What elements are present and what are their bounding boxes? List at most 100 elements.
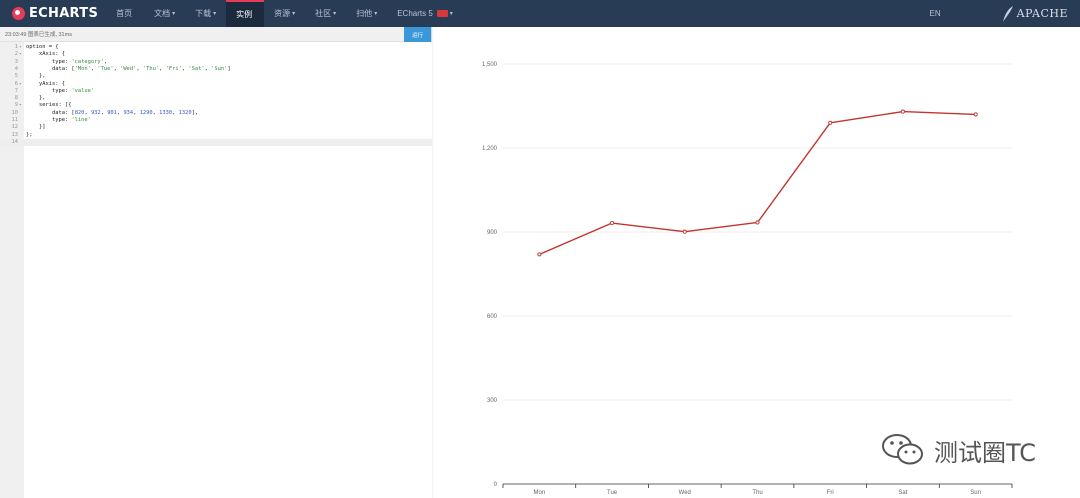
code-text: option = { bbox=[26, 44, 59, 50]
echarts-logo-icon bbox=[12, 7, 25, 20]
flag-icon bbox=[436, 10, 448, 17]
nav-item-more[interactable]: 扫他 ▾ bbox=[356, 9, 378, 18]
fold-toggle-icon[interactable]: ▾ bbox=[19, 52, 22, 58]
chevron-down-icon: ▾ bbox=[292, 11, 296, 17]
fold-toggle-icon[interactable]: ▾ bbox=[19, 81, 22, 87]
status-text: 23:03:49 图表已生成, 31ms bbox=[5, 32, 72, 38]
line-number: 10 bbox=[11, 109, 19, 116]
fold-toggle-icon[interactable]: ▾ bbox=[19, 45, 22, 50]
chevron-down-icon: ▾ bbox=[374, 11, 378, 17]
x-tick-label: Sun bbox=[970, 490, 981, 496]
nav-item-community[interactable]: 社区 ▾ bbox=[315, 9, 337, 18]
x-tick-label: Mon bbox=[534, 490, 546, 496]
code-line[interactable]: 7 type: 'value' bbox=[0, 88, 432, 95]
code-text: yAxis: { bbox=[26, 80, 65, 87]
nav-item-home[interactable]: 首页 bbox=[116, 9, 133, 18]
line-number: 14 bbox=[11, 138, 19, 145]
line-number: 3 bbox=[14, 58, 18, 65]
y-tick-label: 1,500 bbox=[482, 62, 498, 68]
echarts-logo[interactable]: ECHARTS bbox=[12, 0, 98, 27]
chevron-down-icon: ▾ bbox=[333, 11, 337, 17]
line-number: 2 bbox=[14, 51, 18, 58]
code-line[interactable]: 5 }, bbox=[0, 73, 432, 80]
code-text: data: [820, 932, 901, 934, 1290, 1330, 1… bbox=[26, 109, 199, 116]
chart-panel: 0 300 600 900 1,200 1,500 Mon Tue Wed Thu Fri Sat Su… bbox=[433, 27, 1080, 498]
nav-item-download[interactable]: 下载 ▾ bbox=[195, 9, 217, 18]
code-line[interactable]: 13}; bbox=[0, 132, 432, 139]
line-number: 5 bbox=[14, 73, 18, 80]
line-number: 9 bbox=[14, 102, 18, 109]
code-line[interactable]: 9 ▾ series: [{ bbox=[0, 102, 432, 109]
code-text: }, bbox=[26, 73, 46, 80]
code-line[interactable]: 2 ▾ xAxis: { bbox=[0, 51, 432, 58]
fold-toggle-icon[interactable]: ▾ bbox=[19, 103, 22, 109]
top-navbar: ECHARTS 首页 文档 ▾ 下载 ▾ 实例 资源 ▾ 社区 ▾ 扫他 ▾ EChart… bbox=[0, 0, 1080, 27]
code-text: }, bbox=[26, 95, 46, 102]
apache-logo[interactable]: APACHE bbox=[1001, 5, 1068, 23]
code-text: }; bbox=[26, 131, 33, 138]
chevron-down-icon: ▾ bbox=[449, 11, 453, 17]
code-text: xAxis: { bbox=[26, 51, 65, 58]
code-text: type: 'category', bbox=[26, 58, 108, 65]
y-tick-label: 300 bbox=[487, 398, 498, 404]
line-number: 6 bbox=[14, 80, 18, 87]
apache-feather-icon bbox=[1002, 5, 1013, 22]
code-line[interactable]: 6 ▾ yAxis: { bbox=[0, 81, 432, 88]
code-line[interactable]: 11 type: 'line' bbox=[0, 117, 432, 124]
y-tick-label: 900 bbox=[487, 230, 498, 236]
chevron-down-icon: ▾ bbox=[213, 11, 217, 17]
series-line bbox=[539, 110, 976, 256]
watermark: 测试圈TC bbox=[880, 432, 1036, 468]
line-number: 11 bbox=[11, 117, 19, 123]
line-number: 4 bbox=[14, 65, 18, 72]
code-editor-panel: 23:03:49 图表已生成, 31ms 运行 1 ▾ option = {2 ▾ x… bbox=[0, 27, 432, 498]
line-number: 7 bbox=[14, 87, 18, 94]
editor-status-bar: 23:03:49 图表已生成, 31ms 运行 bbox=[0, 27, 431, 42]
code-text: type: 'value' bbox=[26, 87, 95, 94]
x-tick-label: Thu bbox=[752, 490, 762, 496]
nav-right: EN APACHE bbox=[930, 0, 1080, 27]
code-line[interactable]: 3 type: 'category', bbox=[0, 59, 432, 66]
code-text: series: [{ bbox=[26, 102, 72, 109]
line-chart: 0 300 600 900 1,200 1,500 Mon Tue Wed Thu Fri Sat Su… bbox=[482, 62, 1013, 496]
x-tick-label: Fri bbox=[827, 490, 834, 496]
code-line[interactable]: 12 }] bbox=[0, 124, 432, 131]
chevron-down-icon: ▾ bbox=[172, 11, 176, 17]
data-point bbox=[537, 252, 542, 257]
x-tick-label: Sat bbox=[898, 490, 907, 496]
code-text: data: ['Mon', 'Tue', 'Wed', 'Thu', 'Fri'… bbox=[26, 65, 231, 72]
nav-item-version[interactable]: ECharts 5 ▾ bbox=[397, 9, 453, 18]
data-point bbox=[682, 229, 687, 234]
nav-item-resources[interactable]: 资源 ▾ bbox=[274, 9, 296, 18]
line-number: 12 bbox=[11, 124, 19, 131]
code-line[interactable]: 10 data: [820, 932, 901, 934, 1290, 1330… bbox=[0, 110, 432, 117]
run-button[interactable]: 运行 bbox=[404, 27, 431, 42]
x-tick-label: Wed bbox=[679, 490, 691, 496]
logo-text: ECHARTS bbox=[29, 6, 99, 21]
code-line[interactable]: 14 bbox=[0, 138, 432, 147]
language-switch[interactable]: EN bbox=[929, 9, 941, 18]
code-text: type: 'line' bbox=[26, 117, 91, 123]
wechat-icon bbox=[882, 434, 923, 465]
nav-item-docs[interactable]: 文档 ▾ bbox=[154, 9, 176, 18]
y-tick-label: 600 bbox=[487, 314, 498, 320]
code-line[interactable]: 1 ▾ option = { bbox=[0, 44, 432, 51]
apache-text: APACHE bbox=[1016, 7, 1068, 20]
line-number: 1 bbox=[14, 44, 18, 50]
code-line[interactable]: 8 }, bbox=[0, 95, 432, 102]
watermark-text: 测试圈TC bbox=[934, 438, 1037, 467]
code-area[interactable] bbox=[24, 42, 432, 498]
code-text: }] bbox=[26, 124, 46, 131]
data-point bbox=[900, 109, 905, 114]
code-editor[interactable]: 1 ▾ option = {2 ▾ xAxis: {3 type: 'category… bbox=[0, 42, 432, 498]
code-line[interactable]: 4 data: ['Mon', 'Tue', 'Wed', 'Thu', 'Fr… bbox=[0, 66, 432, 73]
nav-item-examples[interactable]: 实例 bbox=[226, 0, 265, 27]
data-point bbox=[973, 112, 978, 117]
line-number-gutter bbox=[0, 42, 24, 498]
y-tick-label: 1,200 bbox=[482, 146, 498, 152]
data-point bbox=[755, 220, 760, 225]
nav-menu: 首页 文档 ▾ 下载 ▾ 实例 资源 ▾ 社区 ▾ 扫他 ▾ ECharts 5 ▾ bbox=[106, 0, 463, 27]
data-point bbox=[828, 120, 833, 125]
x-tick-label: Tue bbox=[607, 490, 618, 496]
